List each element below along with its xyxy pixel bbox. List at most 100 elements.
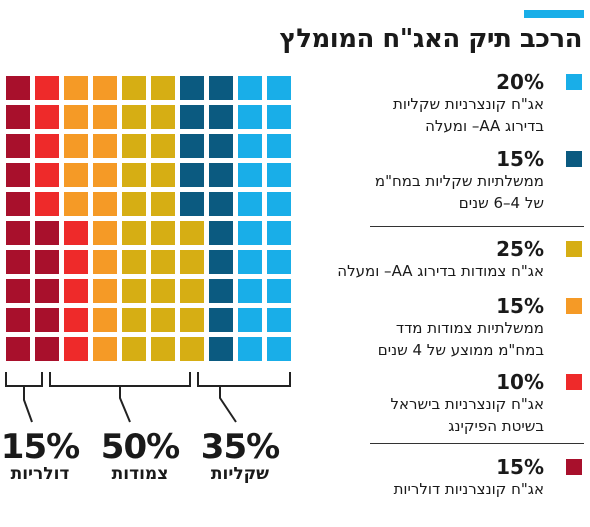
legend-divider [370,443,584,444]
legend-swatch [566,459,582,475]
group-pct-shekel: 35% [200,427,280,467]
legend-item-dollar-corporate: 15% אג"ח קונצרניות דולריות [394,455,582,501]
waffle-cell [238,308,262,332]
group-name-dollar: דולריות [10,464,70,484]
waffle-cell [267,250,291,274]
waffle-cell [93,279,117,303]
legend-item-picking: 10% אג"ח קונצרניות בישראל בשיטת הפיקינג [390,370,582,438]
waffle-cell [6,279,30,303]
waffle-cell [209,76,233,100]
waffle-cell [64,105,88,129]
waffle-cell [6,337,30,361]
waffle-cell [93,76,117,100]
legend-item-indexed-corporate: 25% אג"ח צמודות בדירוג AA– ומעלה [337,237,582,283]
waffle-cell [267,221,291,245]
waffle-cell [122,221,146,245]
legend-pct: 10% [496,370,544,394]
waffle-cell [238,192,262,216]
legend-pct: 15% [496,294,544,318]
group-label-shekel: 35% שקליות [198,430,282,483]
waffle-cell [35,337,59,361]
waffle-cell [64,221,88,245]
waffle-cell [6,308,30,332]
waffle-cell [6,105,30,129]
group-pct-dollar: 15% [0,427,80,467]
legend-pct: 15% [496,455,544,479]
waffle-cell [267,105,291,129]
waffle-cell [209,221,233,245]
legend-pct: 25% [496,237,544,261]
waffle-cell [209,163,233,187]
waffle-cell [6,250,30,274]
waffle-cell [64,192,88,216]
waffle-cell [6,163,30,187]
waffle-cell [238,250,262,274]
waffle-cell [180,105,204,129]
waffle-cell [151,337,175,361]
legend-swatch [566,374,582,390]
bracket-shekel [197,372,291,423]
waffle-cell [93,221,117,245]
legend-item-shekel-government: 15% ממשלתיות שקליות במח"מ של 4–6 שנים [375,147,582,215]
chart-title: הרכב תיק האג"ח המומלץ [279,24,583,54]
legend-desc: ממשלתיות שקליות במח"מ של 4–6 שנים [374,172,544,212]
bracket-indexed [49,372,191,423]
waffle-cell [35,250,59,274]
waffle-cell [180,221,204,245]
waffle-cell [151,221,175,245]
waffle-cell [209,192,233,216]
legend-desc: אג"ח קונצרניות דולריות [393,480,544,498]
bracket-dollar [5,372,43,423]
legend-swatch [566,241,582,257]
waffle-cell [238,105,262,129]
waffle-cell [93,308,117,332]
waffle-cell [267,279,291,303]
waffle-cell [35,76,59,100]
legend-item-shekel-corporate: 20% אג"ח קונצרניות שקליות בדירוג AA– ומע… [393,70,582,138]
legend-desc: ממשלתיות צמודות מדד במח"מ ממוצע של 4 שני… [377,319,544,359]
waffle-cell [267,192,291,216]
waffle-cell [238,163,262,187]
waffle-cell [35,308,59,332]
legend-swatch [566,298,582,314]
group-label-dollar: 15% דולריות [0,430,80,483]
legend-divider [370,226,584,227]
waffle-cell [6,76,30,100]
waffle-cell [64,308,88,332]
waffle-cell [35,192,59,216]
waffle-cell [122,163,146,187]
waffle-cell [180,134,204,158]
waffle-cell [6,192,30,216]
waffle-cell [122,308,146,332]
waffle-cell [64,134,88,158]
legend-item-indexed-government: 15% ממשלתיות צמודות מדד במח"מ ממוצע של 4… [378,294,582,362]
legend-swatch [566,151,582,167]
waffle-cell [35,105,59,129]
legend-pct: 15% [496,147,544,171]
waffle-cell [238,76,262,100]
waffle-cell [35,163,59,187]
waffle-cell [180,308,204,332]
group-name-shekel: שקליות [210,464,270,484]
waffle-cell [64,76,88,100]
waffle-cell [180,250,204,274]
waffle-cell [151,192,175,216]
legend-pct: 20% [496,70,544,94]
waffle-cell [93,337,117,361]
waffle-cell [209,279,233,303]
waffle-cell [122,105,146,129]
waffle-cell [180,192,204,216]
group-brackets [5,372,291,423]
waffle-cell [93,163,117,187]
waffle-cell [267,308,291,332]
waffle-cell [267,76,291,100]
waffle-cell [151,308,175,332]
waffle-cell [93,134,117,158]
waffle-cell [267,337,291,361]
top-accent-bar [524,10,584,18]
waffle-cell [6,134,30,158]
waffle-cell [151,134,175,158]
waffle-cell [64,163,88,187]
waffle-cell [35,279,59,303]
waffle-cell [35,134,59,158]
